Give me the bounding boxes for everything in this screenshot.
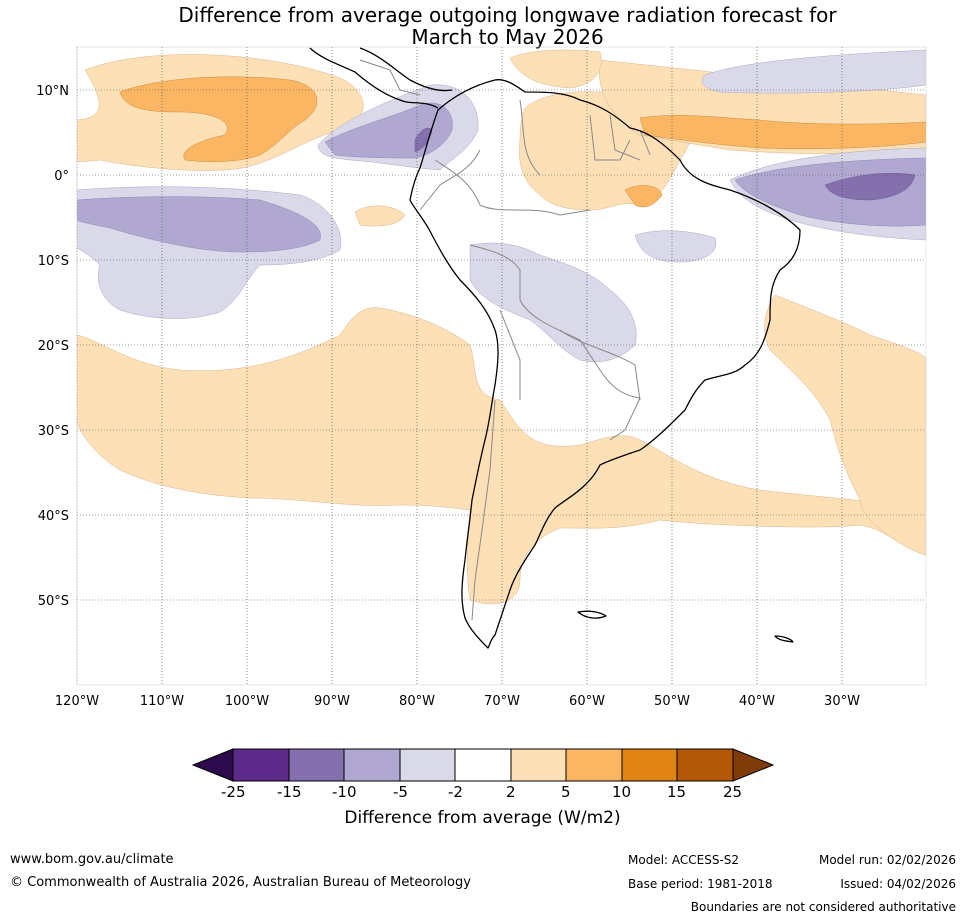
title-line-1: Difference from average outgoing longwav… (178, 3, 837, 27)
colorbar-bin (232, 748, 290, 782)
lat-label-10s: 10°S (38, 254, 69, 269)
country-borders (359, 59, 651, 621)
lon-label-70w: 70°W (484, 694, 520, 709)
colorbar-tick-label: 2 (506, 783, 516, 801)
lon-label-50w: 50°W (654, 694, 690, 709)
negative-anomaly-region-bolivia (469, 242, 637, 363)
colorbar-tick-label: -2 (448, 783, 463, 801)
lon-label-40w: 40°W (739, 694, 775, 709)
negative-anomaly-region-north-atlantic (702, 49, 926, 94)
colorbar (191, 748, 775, 782)
border-segment (609, 114, 641, 161)
footer-website: www.bom.gov.au/climate (10, 852, 174, 867)
lon-label-60w: 60°W (569, 694, 605, 709)
caribbean-coastline (359, 47, 453, 92)
lon-label-90w: 90°W (314, 694, 350, 709)
colorbar-tick-label: 5 (561, 783, 571, 801)
negative-anomaly-core-pacific (77, 196, 321, 253)
falkland-islands (577, 610, 607, 619)
colorbar-bin (565, 748, 623, 782)
colorbar-tick-label: -5 (393, 783, 408, 801)
lon-label-100w: 100°W (225, 694, 269, 709)
positive-anomaly-region-equatorial-pacific (354, 205, 406, 227)
colorbar-bin (288, 748, 345, 782)
south-georgia (774, 635, 794, 643)
lon-label-80w: 80°W (399, 694, 435, 709)
border-segment (471, 399, 496, 621)
colorbar-tick-label: -15 (277, 783, 302, 801)
colorbar-tick-label: 10 (612, 783, 632, 801)
border-segment (499, 309, 521, 400)
negative-anomaly-region-brazil-east (634, 230, 717, 263)
lon-label-110w: 110°W (140, 694, 184, 709)
colorbar-bin (621, 748, 678, 782)
footer-base-period: Base period: 1981-2018 (628, 877, 773, 891)
positive-anomaly-core-atlantic (639, 115, 926, 149)
lat-label-20s: 20°S (38, 339, 69, 354)
lon-label-30w: 30°W (824, 694, 860, 709)
lat-labels: 10°N 0° 10°S 20°S 30°S 40°S 50°S (36, 84, 69, 609)
lat-label-10n: 10°N (36, 84, 69, 99)
border-segment (589, 114, 631, 161)
central-america-coastline (309, 47, 439, 109)
south-america-coastline (409, 79, 801, 649)
border-segment (469, 244, 601, 371)
colorbar-extend-low (191, 748, 234, 782)
border-segment (419, 149, 481, 211)
lat-label-40s: 40°S (38, 509, 69, 524)
positive-anomaly-core-amazon (624, 185, 663, 208)
footer-issued: Issued: 04/02/2026 (840, 877, 956, 891)
colorbar-bin (510, 748, 567, 782)
footer-model: Model: ACCESS-S2 (628, 853, 740, 867)
colorbar-tick-label: -25 (221, 783, 246, 801)
colorbar-tick-label: 15 (667, 783, 687, 801)
coastlines (309, 47, 801, 649)
positive-anomaly-core-pacific (119, 76, 318, 162)
anomaly-fields (77, 49, 926, 605)
lat-label-0: 0° (54, 169, 69, 184)
border-segment (519, 99, 541, 176)
positive-anomaly-region-south-atlantic (764, 294, 926, 556)
chart-title: Difference from average outgoing longwav… (0, 4, 965, 48)
colorbar-bin (343, 748, 401, 782)
footer-model-run: Model run: 02/02/2026 (818, 853, 956, 867)
border-segment (599, 369, 641, 441)
negative-anomaly-peak-atlantic (824, 173, 916, 201)
colorbar-tick-label: -10 (332, 783, 357, 801)
title-line-2: March to May 2026 (411, 25, 604, 49)
plot-frame (76, 46, 927, 686)
colorbar-bin (399, 748, 456, 782)
lat-label-30s: 30°S (38, 424, 69, 439)
lat-label-50s: 50°S (38, 594, 69, 609)
positive-anomaly-region-caribbean (509, 49, 602, 89)
border-segment (359, 59, 421, 96)
border-segment (434, 159, 591, 216)
colorbar-tick-label: 25 (723, 783, 743, 801)
border-segment (559, 329, 641, 401)
lon-labels: 120°W 110°W 100°W 90°W 80°W 70°W 60°W 50… (55, 694, 860, 709)
footer-copyright: © Commonwealth of Australia 2026, Austra… (10, 875, 471, 890)
colorbar-extend-high (732, 748, 775, 782)
colorbar-title: Difference from average (W/m2) (344, 808, 621, 828)
border-segment (639, 129, 651, 156)
colorbar-bin (454, 748, 512, 782)
colorbar-bin (676, 748, 734, 782)
footer-boundaries-note: Boundaries are not considered authoritat… (690, 900, 956, 914)
lon-label-120w: 120°W (55, 694, 99, 709)
